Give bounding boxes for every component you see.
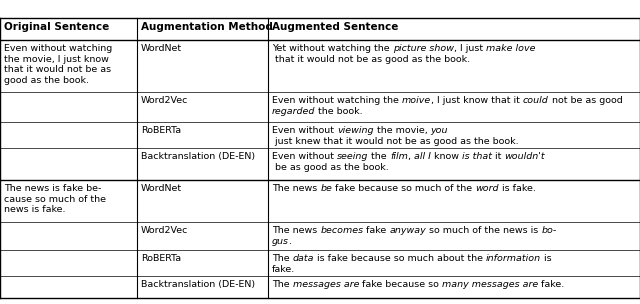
Text: the: the	[369, 152, 390, 161]
Text: The news: The news	[272, 226, 320, 235]
Text: .: .	[289, 237, 292, 246]
Text: be: be	[320, 184, 332, 193]
Text: bo-: bo-	[541, 226, 557, 235]
Text: ,: ,	[408, 152, 414, 161]
Text: it: it	[492, 152, 504, 161]
Text: Even without watching the: Even without watching the	[272, 96, 402, 105]
Text: Word2Vec: Word2Vec	[141, 96, 188, 105]
Text: Yet without watching the: Yet without watching the	[272, 44, 392, 53]
Text: just knew that it would not be as good as the book.: just knew that it would not be as good a…	[272, 136, 518, 146]
Text: WordNet: WordNet	[141, 184, 182, 193]
Text: information: information	[486, 254, 541, 263]
Text: regarded: regarded	[272, 106, 316, 116]
Text: all I: all I	[414, 152, 431, 161]
Text: is fake because so much about the: is fake because so much about the	[314, 254, 486, 263]
Text: is fake.: is fake.	[499, 184, 536, 193]
Text: moive: moive	[402, 96, 431, 105]
Text: Backtranslation (DE-EN): Backtranslation (DE-EN)	[141, 280, 255, 289]
Text: fake because so: fake because so	[359, 280, 442, 289]
Text: The news: The news	[272, 184, 320, 193]
Text: Even without watching
the movie, I just know
that it would not be as
good as the: Even without watching the movie, I just …	[4, 44, 112, 85]
Text: be as good as the book.: be as good as the book.	[272, 163, 388, 171]
Text: data: data	[292, 254, 314, 263]
Text: Augmentation Method: Augmentation Method	[141, 22, 273, 32]
Text: RoBERTa: RoBERTa	[141, 126, 181, 135]
Text: so much of the news is: so much of the news is	[426, 226, 541, 235]
Text: becomes: becomes	[320, 226, 364, 235]
Text: seeing: seeing	[337, 152, 369, 161]
Text: , I just: , I just	[454, 44, 486, 53]
Text: the movie,: the movie,	[374, 126, 430, 135]
Text: Figure 4: ...: Figure 4: ...	[300, 8, 340, 14]
Text: film: film	[390, 152, 408, 161]
Text: Augmented Sentence: Augmented Sentence	[272, 22, 398, 32]
Text: fake.: fake.	[272, 264, 295, 274]
Text: anyway: anyway	[390, 226, 426, 235]
Text: is that: is that	[461, 152, 492, 161]
Text: you: you	[430, 126, 448, 135]
Text: Original Sentence: Original Sentence	[4, 22, 109, 32]
Text: The: The	[272, 280, 292, 289]
Text: , I just know that it: , I just know that it	[431, 96, 523, 105]
Text: wouldn't: wouldn't	[504, 152, 545, 161]
Text: word: word	[476, 184, 499, 193]
Text: RoBERTa: RoBERTa	[141, 254, 181, 263]
Text: The: The	[272, 254, 292, 263]
Text: The news is fake be-
cause so much of the
news is fake.: The news is fake be- cause so much of th…	[4, 184, 106, 215]
Text: know: know	[431, 152, 461, 161]
Text: not be as good: not be as good	[548, 96, 625, 105]
Text: the book.: the book.	[316, 106, 363, 116]
Text: Word2Vec: Word2Vec	[141, 226, 188, 235]
Text: messages are: messages are	[292, 280, 359, 289]
Text: fake.: fake.	[538, 280, 564, 289]
Text: many messages are: many messages are	[442, 280, 538, 289]
Text: fake because so much of the: fake because so much of the	[332, 184, 476, 193]
Text: Even without: Even without	[272, 152, 337, 161]
Text: that it would not be as good as the book.: that it would not be as good as the book…	[272, 54, 470, 64]
Text: make love: make love	[486, 44, 535, 53]
Text: fake: fake	[364, 226, 390, 235]
Text: gus: gus	[272, 237, 289, 246]
Text: viewing: viewing	[337, 126, 374, 135]
Text: picture show: picture show	[392, 44, 454, 53]
Text: could: could	[523, 96, 548, 105]
Text: Even without: Even without	[272, 126, 337, 135]
Text: WordNet: WordNet	[141, 44, 182, 53]
Text: Backtranslation (DE-EN): Backtranslation (DE-EN)	[141, 152, 255, 161]
Text: is: is	[541, 254, 552, 263]
